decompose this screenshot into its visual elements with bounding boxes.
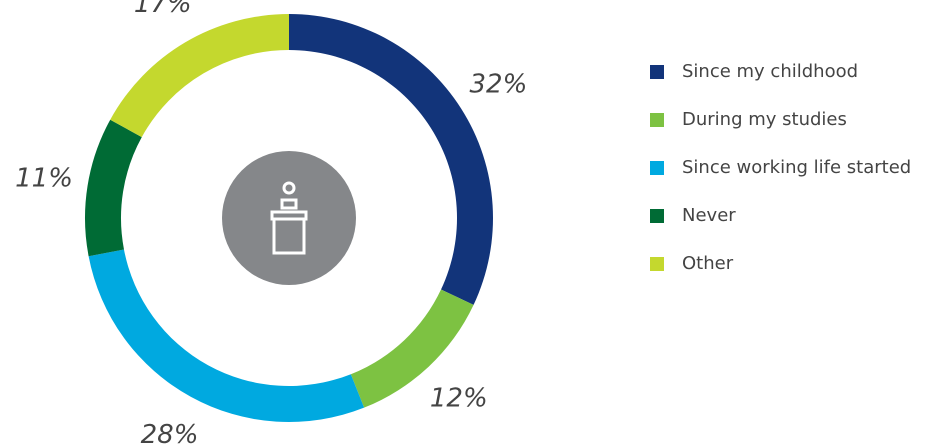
data-label: 12% [430, 383, 488, 413]
legend-label: Never [682, 205, 736, 226]
legend-swatch [650, 161, 664, 175]
data-label: 28% [141, 420, 199, 448]
legend-swatch [650, 209, 664, 223]
donut-slice [350, 289, 474, 408]
donut-slice [88, 249, 365, 423]
legend-label: During my studies [682, 109, 847, 130]
legend-label: Other [682, 253, 734, 274]
legend-swatch [650, 113, 664, 127]
donut-slice [289, 14, 493, 305]
data-label: 11% [15, 164, 73, 194]
data-label: 32% [469, 70, 527, 100]
center-icon [222, 151, 356, 285]
data-label: 17% [134, 0, 192, 19]
legend-swatch [650, 257, 664, 271]
legend-swatch [650, 65, 664, 79]
donut-slice [85, 119, 142, 257]
donut-slice [110, 14, 290, 138]
legend-label: Since working life started [682, 157, 911, 178]
legend-label: Since my childhood [682, 61, 858, 82]
